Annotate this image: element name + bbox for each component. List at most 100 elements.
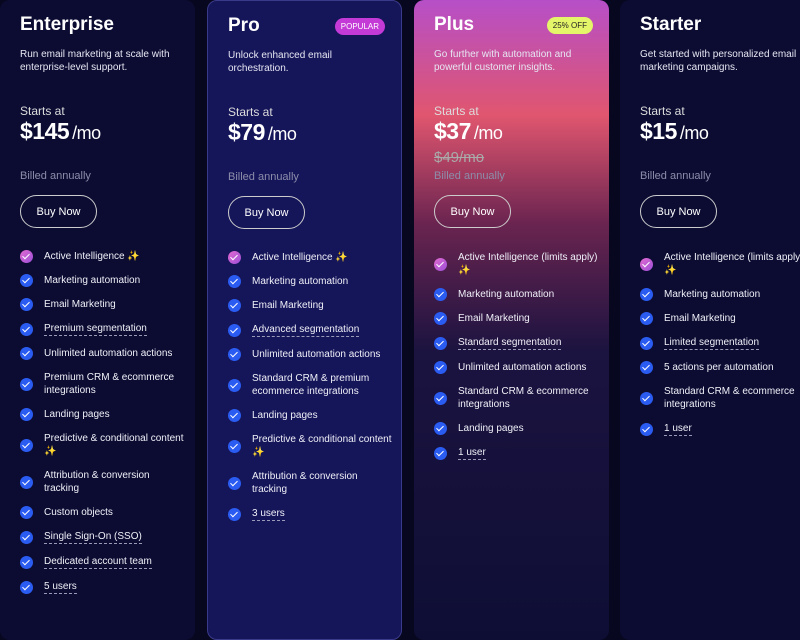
price-amount: $79 [228,119,265,145]
feature-text: Premium CRM & ecommerce integrations [44,372,175,396]
buy-button[interactable]: Buy Now [20,195,97,228]
feature-text: 5 actions per automation [664,362,774,373]
feature-text: Active Intelligence ✨ [252,252,348,263]
feature-item: Premium segmentation [20,322,185,336]
check-icon [640,422,653,436]
feature-text: Email Marketing [458,313,530,324]
feature-text: Marketing automation [664,289,761,300]
feature-item: Landing pages [434,422,599,435]
feature-text: Single Sign-On (SSO) [44,531,142,544]
check-icon [640,312,653,325]
check-icon [434,312,447,325]
buy-button[interactable]: Buy Now [228,196,305,229]
plan-description: Run email marketing at scale with enterp… [20,49,170,73]
check-icon [640,288,653,301]
check-icon [640,361,653,374]
feature-item: Attribution & conversion tracking [228,470,393,496]
feature-text: Custom objects [44,507,113,518]
feature-item: Premium CRM & ecommerce integrations [20,371,185,397]
starts-at: Starts at [20,104,65,118]
check-icon [228,378,241,392]
price-period: /mo [679,123,709,143]
check-icon [434,336,447,350]
feature-text: Email Marketing [664,313,736,324]
check-icon [20,250,33,263]
check-icon [640,336,653,350]
feature-item: Active Intelligence ✨ [20,250,185,263]
feature-text: Standard segmentation [458,337,562,350]
check-icon [20,274,33,287]
feature-text: Predictive & conditional content ✨ [252,434,392,458]
plan-name: Pro [228,15,260,36]
buy-button[interactable]: Buy Now [434,195,511,228]
feature-item: 5 actions per automation [640,361,800,374]
check-icon [20,475,33,489]
feature-text: Landing pages [252,410,318,421]
check-icon [228,439,241,453]
check-icon [228,275,241,288]
feature-text: 1 user [664,423,692,436]
feature-item: Marketing automation [228,275,393,288]
feature-item: Single Sign-On (SSO) [20,530,185,544]
check-icon [228,251,241,264]
price: $15/mo [640,118,709,145]
feature-text: Unlimited automation actions [252,349,381,360]
feature-item: Unlimited automation actions [20,347,185,360]
feature-text: Marketing automation [252,276,349,287]
feature-list: Active Intelligence (limits apply) ✨ Mark… [640,251,800,447]
price-amount: $145 [20,118,70,144]
feature-text: Attribution & conversion tracking [252,471,358,495]
feature-text: Marketing automation [458,289,555,300]
feature-item: 1 user [640,422,800,436]
feature-text: Attribution & conversion tracking [44,470,150,494]
feature-text: Predictive & conditional content ✨ [44,433,184,457]
feature-text: Standard CRM & ecommerce integrations [664,386,795,410]
old-price: $49/mo [434,149,485,166]
plan-card: Plus 25% OFF Go further with automation an… [414,0,609,640]
plan-description: Go further with automation and powerful … [434,49,572,73]
feature-item: Marketing automation [434,288,599,301]
check-icon [434,257,447,271]
check-icon [228,409,241,422]
price: $145/mo [20,118,101,145]
feature-text: 5 users [44,581,77,594]
starts-at: Starts at [228,105,273,119]
feature-item: Email Marketing [20,298,185,311]
check-icon [20,555,33,569]
feature-text: Email Marketing [252,300,324,311]
price-period: /mo [473,123,503,143]
feature-item: Advanced segmentation [228,323,393,337]
feature-text: Limited segmentation [664,337,760,350]
check-icon [20,438,33,452]
plan-card: Enterprise Run email marketing at scale w… [0,0,195,640]
check-icon [20,322,33,336]
feature-item: Marketing automation [640,288,800,301]
check-icon [228,348,241,361]
plan-badge: POPULAR [334,18,385,35]
billing-note: Billed annually [434,170,505,182]
feature-item: Active Intelligence (limits apply) ✨ [434,251,599,277]
feature-item: Standard segmentation [434,336,599,350]
feature-list: Active Intelligence ✨ Marketing automatio… [228,251,393,532]
buy-button[interactable]: Buy Now [640,195,717,228]
billing-note: Billed annually [228,171,299,183]
plan-name: Enterprise [20,14,114,35]
billing-note: Billed annually [20,170,91,182]
feature-item: Custom objects [20,506,185,519]
check-icon [228,507,241,521]
check-icon [640,391,653,405]
check-icon [434,288,447,301]
feature-text: Active Intelligence (limits apply) ✨ [458,252,598,276]
feature-text: 3 users [252,508,285,521]
feature-item: Email Marketing [228,299,393,312]
feature-item: Predictive & conditional content ✨ [228,433,393,459]
plan-card: Pro POPULAR Unlock enhanced email orchestr… [207,0,402,640]
check-icon [20,298,33,311]
starts-at: Starts at [640,104,685,118]
price-amount: $37 [434,118,471,144]
check-icon [20,377,33,391]
check-icon [434,391,447,405]
check-icon [20,408,33,421]
feature-item: Predictive & conditional content ✨ [20,432,185,458]
billing-note: Billed annually [640,170,711,182]
